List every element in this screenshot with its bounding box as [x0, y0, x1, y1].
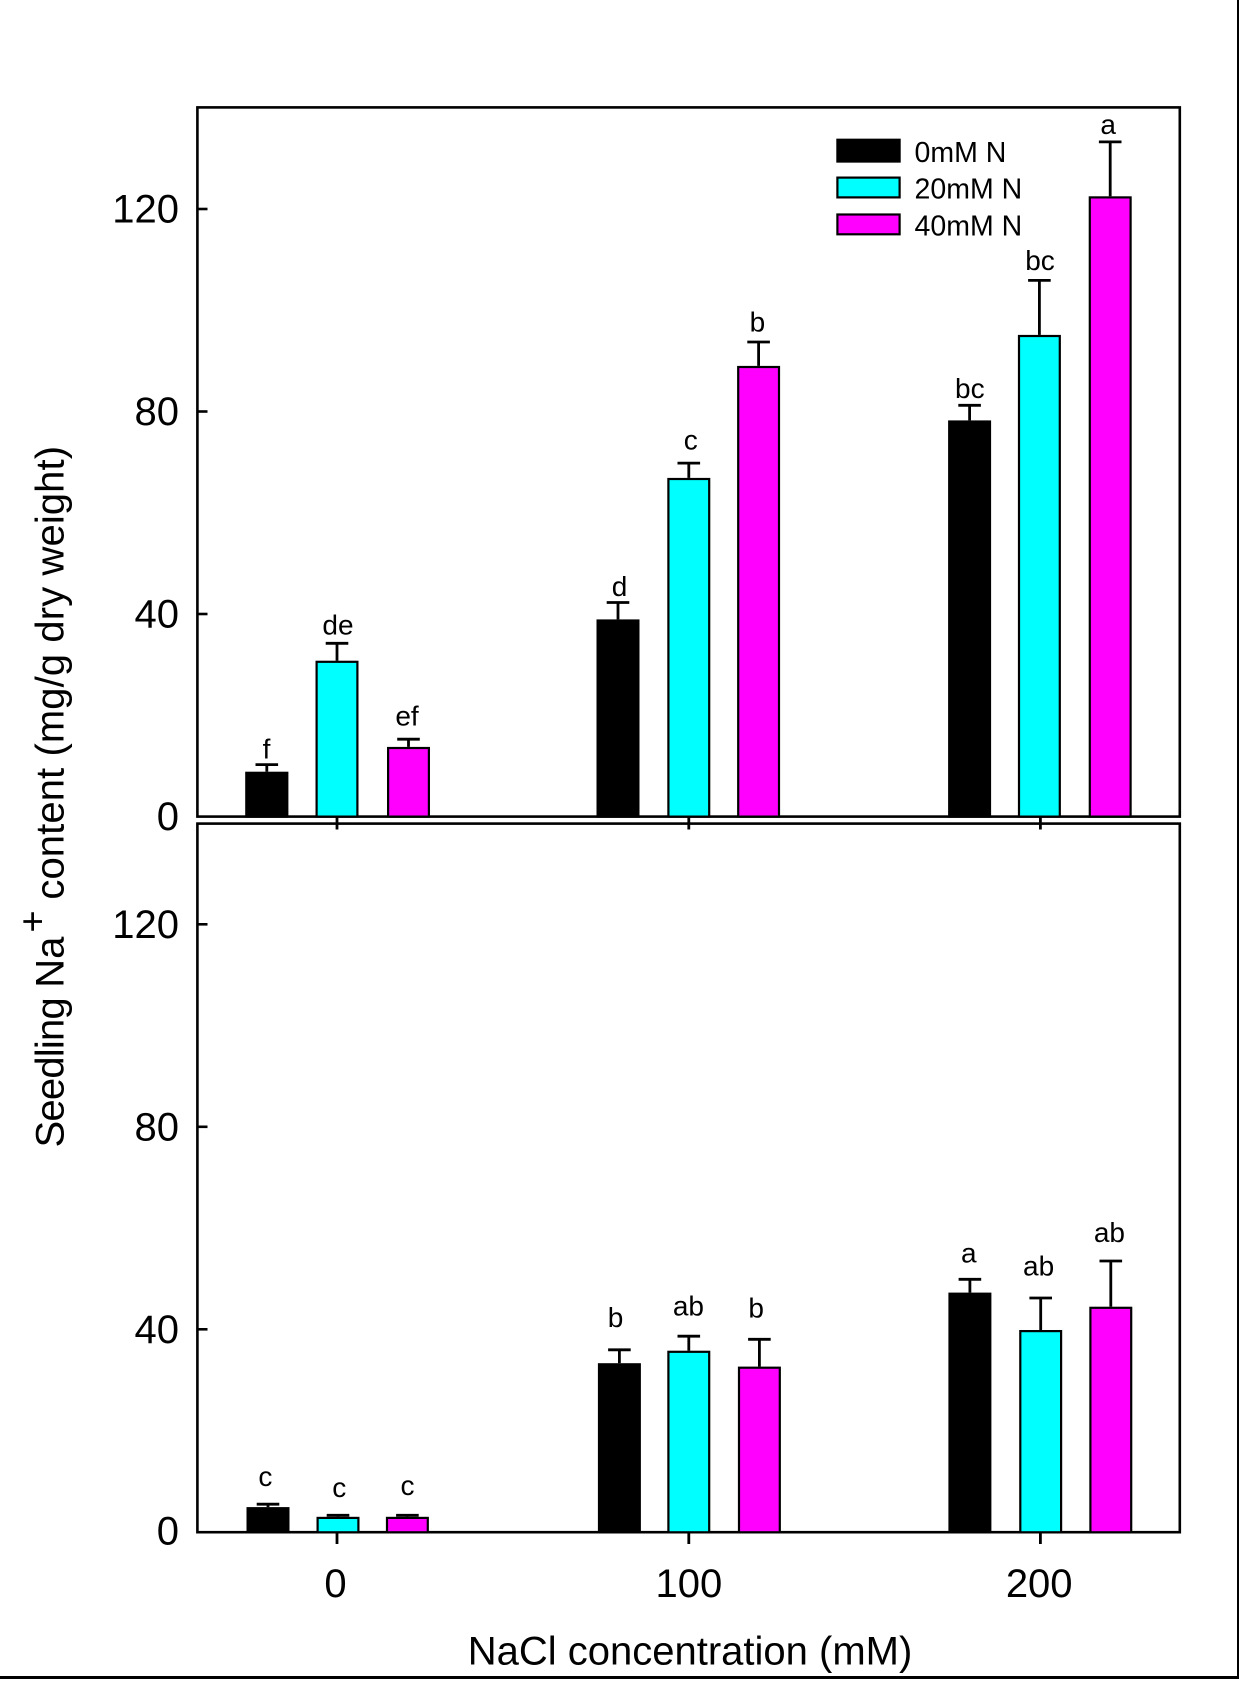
svg-text:40: 40 [135, 593, 180, 637]
svg-text:NaCl concentration (mM): NaCl concentration (mM) [468, 1630, 913, 1674]
svg-text:c: c [258, 1461, 272, 1492]
svg-text:c: c [684, 425, 698, 456]
svg-text:80: 80 [135, 390, 180, 434]
svg-text:d: d [612, 571, 628, 602]
svg-text:de: de [322, 609, 353, 640]
svg-text:120: 120 [112, 903, 179, 947]
svg-text:ab: ab [1023, 1251, 1054, 1282]
svg-text:80: 80 [135, 1105, 180, 1149]
svg-text:bc: bc [1025, 245, 1055, 276]
svg-text:b: b [750, 307, 766, 338]
svg-text:ab: ab [673, 1291, 704, 1322]
svg-text:100: 100 [656, 1562, 723, 1606]
svg-text:0: 0 [324, 1562, 346, 1606]
svg-text:ab: ab [1094, 1217, 1125, 1248]
svg-text:200: 200 [1006, 1562, 1073, 1606]
svg-text:a: a [961, 1238, 977, 1269]
svg-text:20mM N: 20mM N [915, 174, 1023, 206]
svg-text:ef: ef [395, 701, 419, 732]
svg-text:40mM N: 40mM N [915, 211, 1023, 243]
svg-text:c: c [401, 1470, 415, 1501]
svg-text:Seedling Na+ content (mg/g dry: Seedling Na+ content (mg/g dry weight) [12, 446, 72, 1148]
svg-text:40: 40 [135, 1308, 180, 1352]
svg-text:120: 120 [112, 188, 179, 232]
svg-text:a: a [1100, 109, 1116, 140]
svg-text:0mM N: 0mM N [915, 137, 1007, 169]
svg-text:b: b [608, 1302, 624, 1333]
svg-text:bc: bc [955, 373, 985, 404]
svg-text:b: b [748, 1293, 764, 1324]
svg-text:c: c [332, 1472, 346, 1503]
svg-text:0: 0 [157, 795, 179, 839]
svg-text:0: 0 [157, 1510, 179, 1554]
svg-text:f: f [263, 734, 271, 765]
